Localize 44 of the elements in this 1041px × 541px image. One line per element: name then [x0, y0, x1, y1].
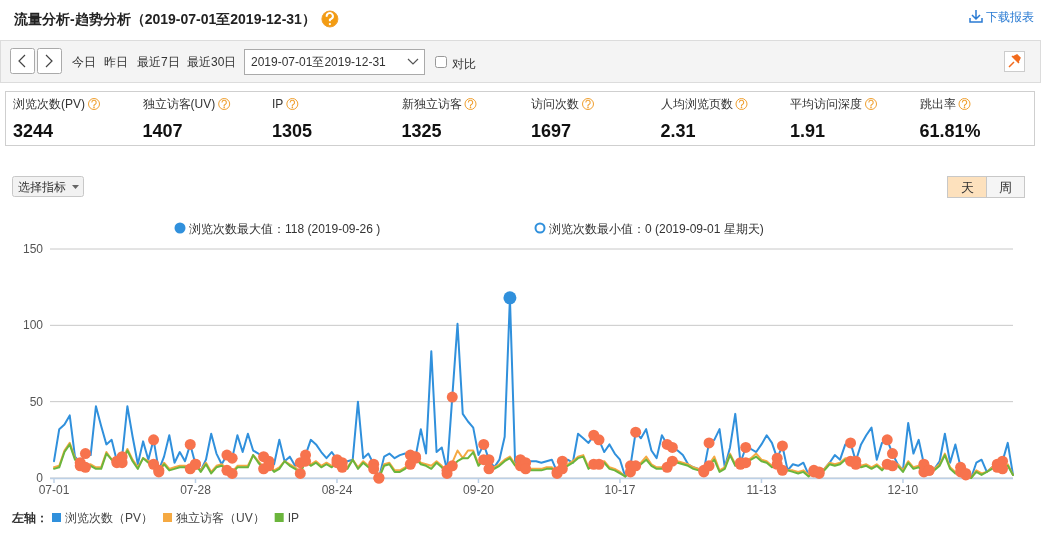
legend-title: 左轴： [11, 511, 48, 525]
text: 天 [960, 180, 974, 195]
text: 2019-07-01至2019-12-31 [251, 55, 387, 69]
text: 周 [998, 180, 1012, 195]
text: 最近30日 [187, 55, 237, 69]
legend-label: 浏览次数（PV） [65, 511, 154, 525]
text: 1697 [531, 121, 572, 141]
text: 3244 [13, 121, 54, 141]
x-tick-label: 07-01 [38, 483, 70, 497]
text: 独立访客(UV) [142, 97, 216, 111]
x-tick-label: 09-20 [463, 483, 495, 497]
text: 1.91 [790, 121, 826, 141]
x-tick-label: 11-13 [746, 483, 777, 497]
text: 浏览次数(PV) [13, 97, 85, 111]
x-tick-label: 07-28 [180, 483, 212, 497]
text: 1305 [272, 121, 313, 141]
legend-label: IP [287, 511, 300, 525]
text: 流量分析-趋势分析（2019-07-01至2019-12-31） [13, 11, 316, 27]
x-tick-label: 10-17 [604, 483, 636, 497]
y-tick-label: 0 [36, 471, 44, 485]
y-tick-label: 50 [29, 394, 44, 409]
text: 浏览次数最小值：0 (2019-09-01 星期天) [549, 222, 764, 236]
text: IP [272, 97, 284, 111]
text: 对比 [452, 57, 476, 71]
text: 跳出率 [919, 97, 956, 111]
text: 今日 [72, 55, 96, 69]
text: 昨日 [104, 55, 128, 69]
text: 1407 [142, 121, 183, 141]
text: 1325 [401, 121, 442, 141]
legend-label: 独立访客（UV） [176, 511, 265, 525]
text: 选择指标 [18, 180, 66, 194]
text: 61.81% [919, 121, 981, 141]
x-tick-label: 08-24 [321, 483, 353, 497]
text: 平均访问深度 [790, 97, 862, 111]
text: 2.31 [660, 121, 696, 141]
text: 访问次数 [531, 97, 579, 111]
y-tick-label: 150 [22, 242, 44, 256]
text: 下载报表 [986, 10, 1034, 24]
text: 最近7日 [137, 55, 180, 69]
text: 人均浏览页数 [660, 97, 733, 111]
text: 浏览次数最大值：118 (2019-09-26 ) [189, 222, 381, 236]
y-tick-label: 100 [22, 318, 44, 333]
text: 新独立访客 [401, 97, 462, 111]
x-tick-label: 12-10 [887, 483, 919, 497]
